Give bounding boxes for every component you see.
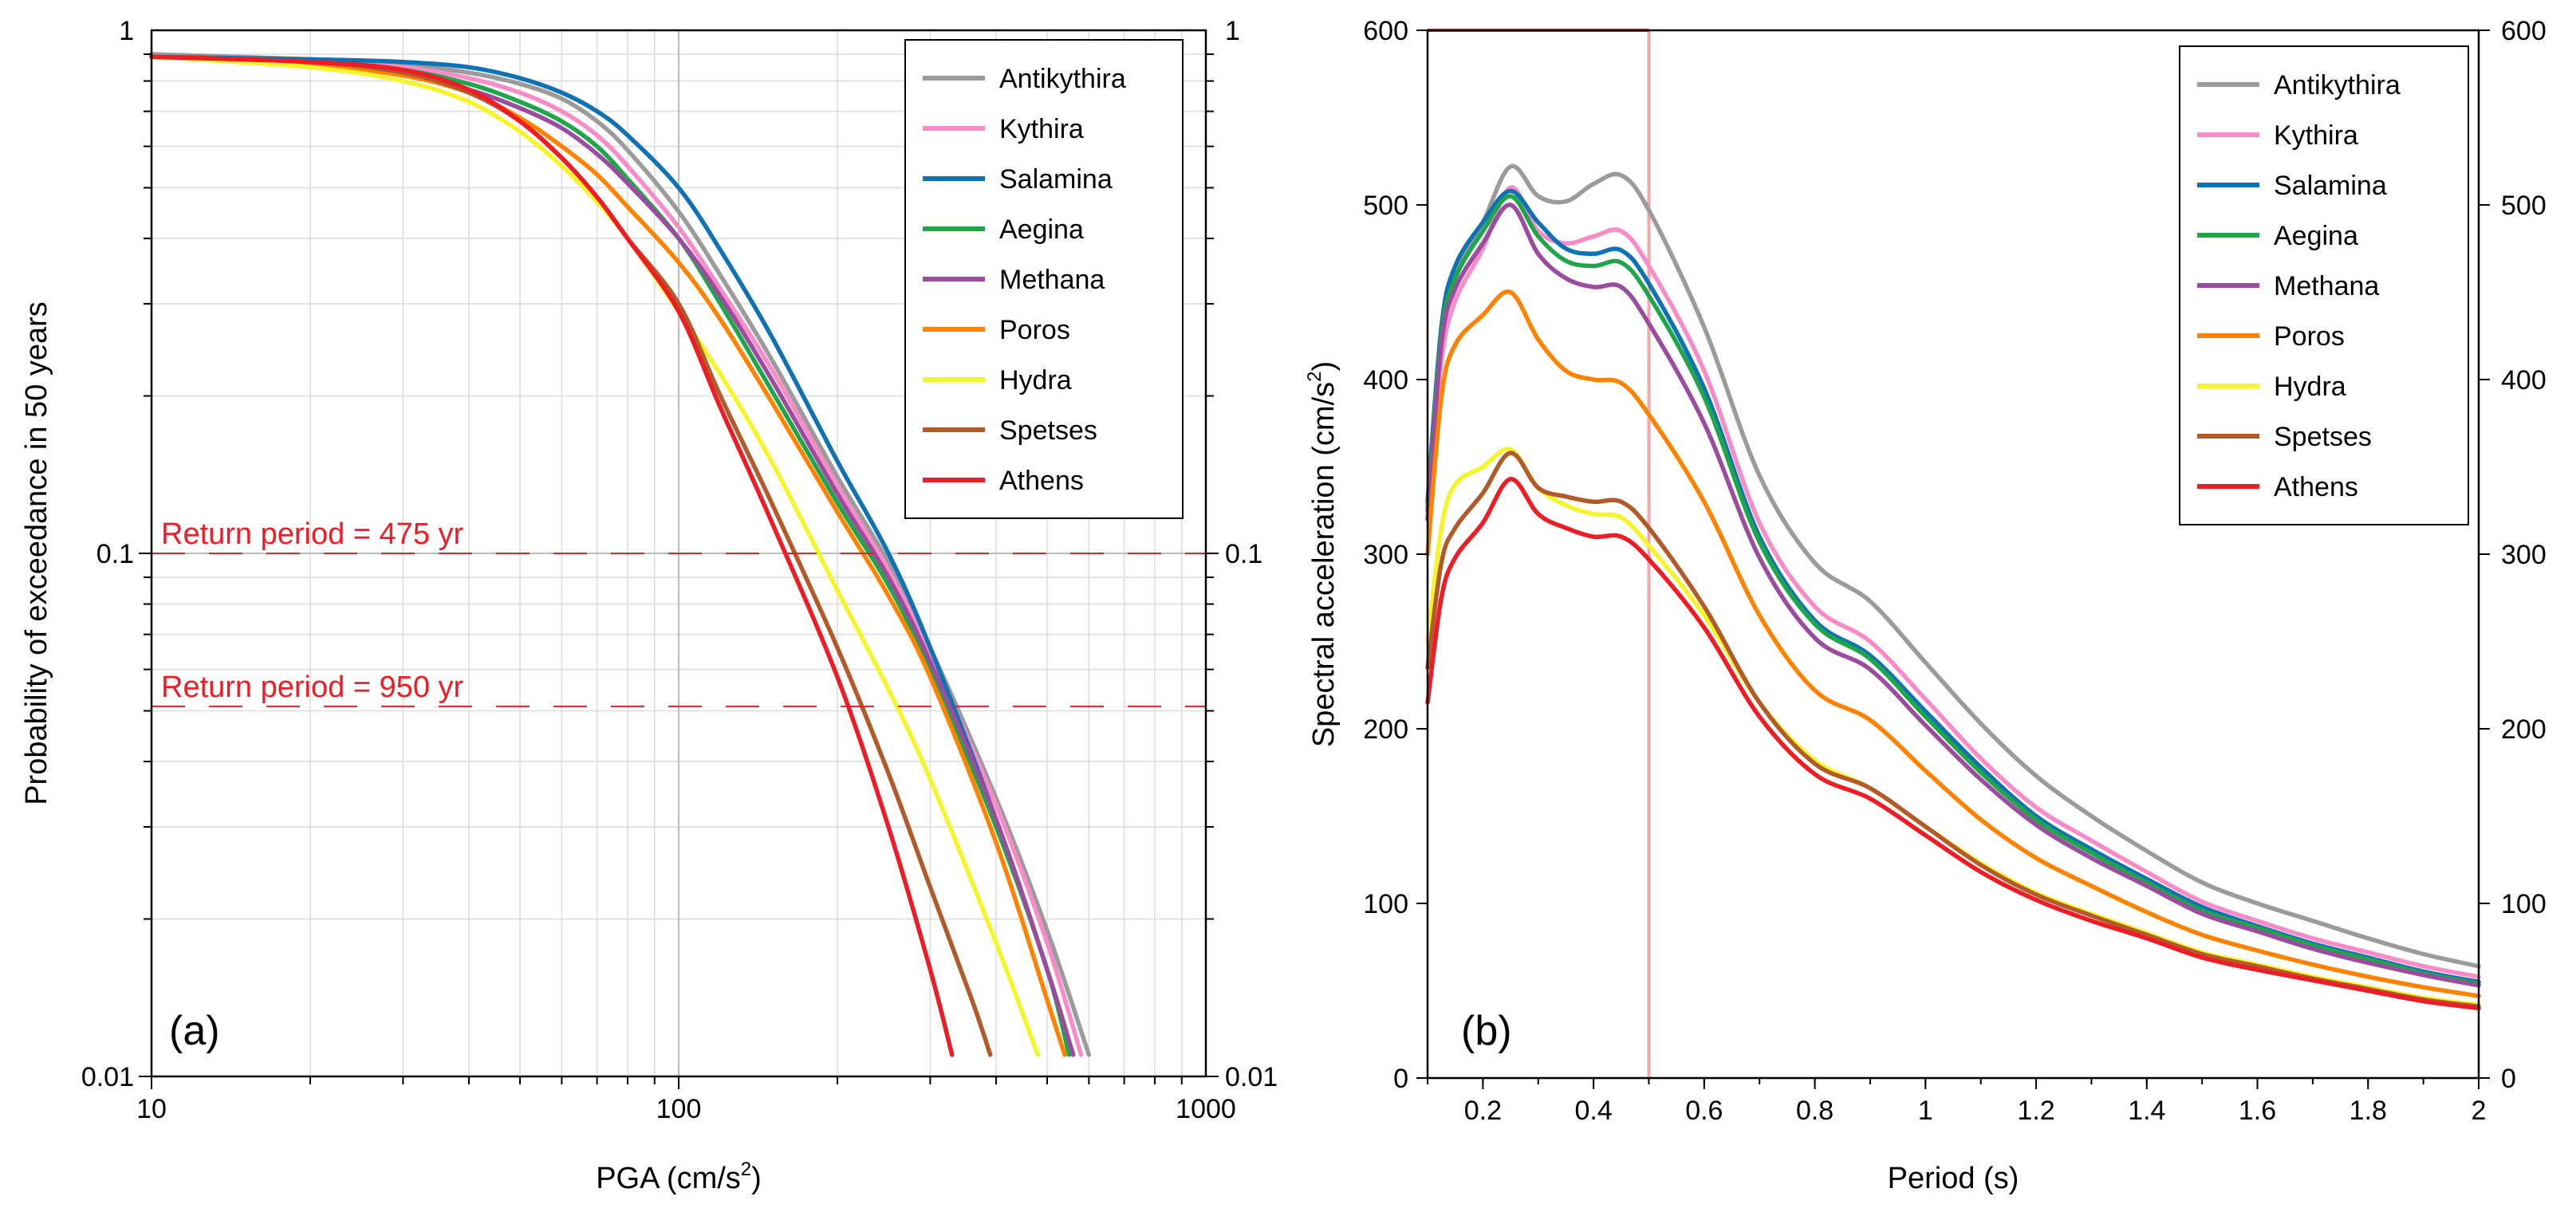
x-axis-title-end: ) xyxy=(751,1162,762,1195)
legend-label-spetses: Spetses xyxy=(2274,422,2372,452)
series-line-antikythira xyxy=(149,52,1092,1057)
y-axis-title-main: Spectral acceleration (cm/s xyxy=(1307,382,1341,747)
x-axis-title-main: PGA (cm/s xyxy=(596,1162,741,1195)
x-axis-title-sup: 2 xyxy=(741,1159,751,1180)
right-y-tick-label: 200 xyxy=(2501,714,2546,745)
right-y-tick-label: 500 xyxy=(2501,191,2546,221)
y-axis-title: Spectral acceleration (cm/s2) xyxy=(1304,361,1341,747)
y-tick-label: 0 xyxy=(1393,1064,1408,1094)
right-y-tick-label: 0.1 xyxy=(1225,539,1262,569)
series-line-poros xyxy=(1425,289,2481,998)
y-axis-title-end: ) xyxy=(1307,361,1341,372)
y-tick-label: 400 xyxy=(1363,365,1408,395)
series-line-athens xyxy=(1425,477,2481,1011)
series-line-athens xyxy=(149,54,955,1057)
legend-label-kythira: Kythira xyxy=(999,114,1084,144)
panel-a-chart: Return period = 475 yr Return period = 95… xyxy=(20,16,1278,1195)
x-tick-label: 1.4 xyxy=(2128,1096,2165,1126)
legend-label-methana: Methana xyxy=(2274,271,2379,301)
x-tick-label: 1 xyxy=(1918,1096,1933,1126)
right-y-tick-label: 1 xyxy=(1225,16,1240,46)
legend: Antikythira Kythira Salamina Aegina Methana P… xyxy=(904,39,1184,519)
legend-label-kythira: Kythira xyxy=(2274,120,2358,151)
y-tick-label: 1 xyxy=(119,16,134,46)
y-tick-label: 0.1 xyxy=(97,539,134,569)
x-tick-label: 1000 xyxy=(1176,1094,1236,1124)
x-axis-title: Period (s) xyxy=(1888,1162,2019,1195)
ticks xyxy=(139,53,1219,1089)
y-tick-label: 200 xyxy=(1363,714,1408,745)
x-tick-label: 0.8 xyxy=(1796,1096,1834,1126)
right-y-tick-label: 400 xyxy=(2501,365,2546,395)
legend-label-aegina: Aegina xyxy=(2274,221,2358,251)
x-tick-label: 10 xyxy=(136,1094,167,1124)
y-axis-title: Probability of exceedance in 50 years xyxy=(20,301,53,805)
y-tick-label: 500 xyxy=(1363,191,1408,221)
x-tick-label: 1.8 xyxy=(2350,1096,2387,1126)
y-axis-title-sup: 2 xyxy=(1304,372,1325,382)
series-line-spetses xyxy=(149,54,993,1057)
y-tick-label: 300 xyxy=(1363,540,1408,570)
legend-label-athens: Athens xyxy=(2274,472,2358,502)
panel-b-chart: 0.2 0.4 0.6 0.8 1 1.2 1.4 1.6 1.8 201002003004005… xyxy=(1304,16,2546,1195)
right-y-tick-label: 600 xyxy=(2501,16,2546,46)
series-line-aegina xyxy=(1425,194,2481,986)
series-line-kythira xyxy=(149,54,1084,1057)
x-tick-label: 0.2 xyxy=(1464,1096,1502,1126)
legend: Antikythira Kythira Salamina Aegina Methana P… xyxy=(2179,45,2469,525)
reference-label-2: Return period = 950 yr xyxy=(161,671,464,704)
x-tick-label: 2 xyxy=(2472,1096,2487,1126)
ticks xyxy=(1416,30,2490,1089)
series-line-spetses xyxy=(1425,451,2481,1009)
legend-label-hydra: Hydra xyxy=(2274,372,2346,402)
y-tick-label: 100 xyxy=(1363,889,1408,919)
legend-label-poros: Poros xyxy=(2274,321,2345,352)
legend-label-antikythira: Antikythira xyxy=(999,64,1126,94)
series-line-methana xyxy=(1425,203,2481,988)
legend-label-hydra: Hydra xyxy=(999,365,1072,395)
y-tick-label: 600 xyxy=(1363,16,1408,46)
legend-label-aegina: Aegina xyxy=(999,214,1084,245)
x-tick-label: 100 xyxy=(656,1094,702,1124)
legend-label-athens: Athens xyxy=(999,466,1084,496)
legend-label-spetses: Spetses xyxy=(999,415,1097,446)
legend-label-methana: Methana xyxy=(999,265,1105,295)
x-axis-title: PGA (cm/s2) xyxy=(596,1159,762,1195)
legend-label-salamina: Salamina xyxy=(2274,171,2387,201)
right-y-tick-label: 100 xyxy=(2501,889,2546,919)
panel-label: (a) xyxy=(169,1008,220,1054)
panel-label: (b) xyxy=(1461,1008,1512,1054)
x-tick-label: 0.6 xyxy=(1685,1096,1723,1126)
right-y-tick-label: 300 xyxy=(2501,540,2546,570)
legend-label-salamina: Salamina xyxy=(999,164,1113,195)
legend-label-poros: Poros xyxy=(999,315,1070,345)
x-tick-label: 0.4 xyxy=(1574,1096,1612,1126)
series-line-antikythira xyxy=(1425,163,2481,969)
right-y-tick-label: 0 xyxy=(2501,1064,2516,1094)
right-y-tick-label: 0.01 xyxy=(1225,1062,1278,1092)
reference-label-1: Return period = 475 yr xyxy=(161,517,464,551)
x-tick-label: 1.6 xyxy=(2239,1096,2276,1126)
x-tick-label: 1.2 xyxy=(2017,1096,2054,1126)
y-tick-label: 0.01 xyxy=(81,1062,134,1092)
legend-label-antikythira: Antikythira xyxy=(2274,70,2401,100)
